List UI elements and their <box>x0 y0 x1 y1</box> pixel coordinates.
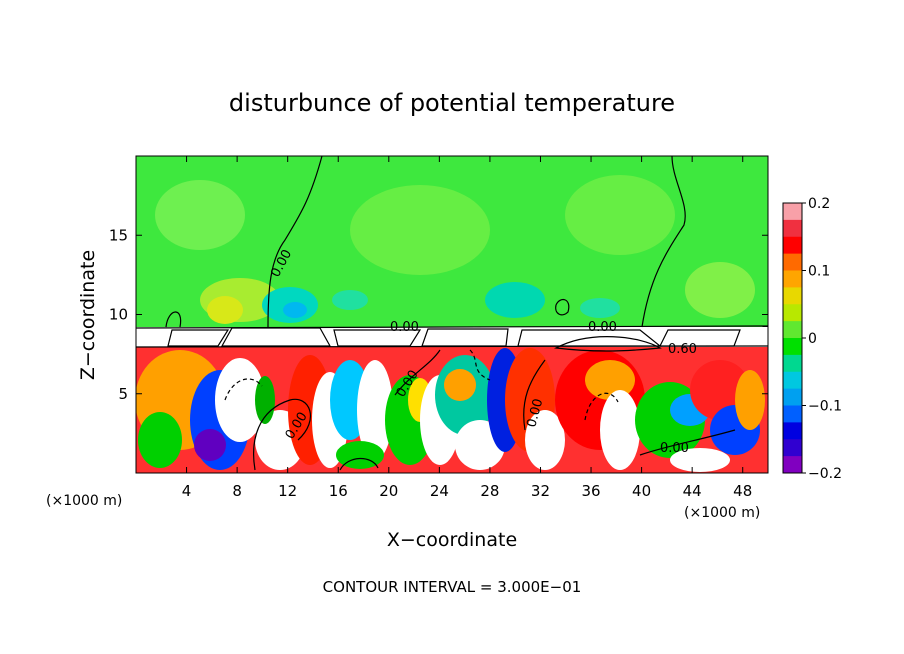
field-patch <box>685 262 755 318</box>
colorbar-tick-label: 0 <box>808 331 817 347</box>
contour-line <box>555 298 570 316</box>
colorbar-swatch <box>783 270 802 288</box>
colorbar-swatch <box>783 287 802 305</box>
x-unit-left: (×1000 m) <box>46 493 122 509</box>
colorbar-tick-label: −0.2 <box>808 466 842 482</box>
colorbar-swatch <box>783 203 802 221</box>
y-tick-label: 5 <box>118 385 128 403</box>
field-patch <box>444 369 476 401</box>
x-tick-label: 48 <box>733 482 752 500</box>
contour-line <box>339 457 379 471</box>
field-patch <box>194 429 226 461</box>
contour-line <box>659 329 741 347</box>
colorbar-ticks: 0.2 0.1 0 −0.1 −0.2 <box>802 196 842 482</box>
x-tick-label: 44 <box>683 482 702 500</box>
contour-line <box>523 359 546 431</box>
colorbar-swatch <box>783 253 802 271</box>
contour-line <box>394 349 441 396</box>
contour-line <box>584 392 619 421</box>
contour-label: 0.00 <box>660 441 689 456</box>
colorbar-swatch <box>783 388 802 406</box>
field-patch <box>670 448 730 472</box>
x-tick-label: 16 <box>329 482 348 500</box>
x-unit-right: (×1000 m) <box>684 505 760 521</box>
contour-interval: CONTOUR INTERVAL = 3.000E−01 <box>323 578 582 596</box>
x-tick-label: 32 <box>531 482 550 500</box>
field-patch <box>585 360 635 400</box>
field-patch <box>155 180 245 250</box>
colorbar-swatch <box>783 456 802 474</box>
contour-line <box>641 156 686 328</box>
y-tick-label: 15 <box>109 226 128 244</box>
contour-line <box>469 349 491 381</box>
contour-line <box>167 329 230 347</box>
y-axis-ticks: 5 10 15 <box>109 226 768 403</box>
contour-line <box>224 378 263 401</box>
field-patch <box>138 412 182 468</box>
x-tick-label: 4 <box>182 482 192 500</box>
field-patch <box>580 298 620 318</box>
colorbar-tick-label: −0.1 <box>808 399 842 415</box>
contour-label: 0.60 <box>668 342 697 357</box>
y-axis-label: Z−coordinate <box>77 250 99 380</box>
plot-area <box>136 156 768 473</box>
contour-line <box>165 311 182 328</box>
field-patch <box>485 282 545 318</box>
x-tick-label: 28 <box>480 482 499 500</box>
x-tick-label: 8 <box>232 482 242 500</box>
colorbar-swatch <box>783 371 802 390</box>
x-tick-label: 24 <box>430 482 449 500</box>
field-patch <box>357 360 393 460</box>
colorbar-swatch <box>783 422 802 440</box>
contour-label: 0.00 <box>390 320 419 335</box>
contour-line <box>253 398 311 471</box>
chart-title: disturbunce of potential temperature <box>229 89 675 117</box>
colorbar <box>783 203 802 474</box>
contour-line <box>220 327 332 347</box>
contour-line <box>639 429 736 456</box>
x-axis-ticks: 4 8 12 16 20 24 28 32 36 40 44 48 <box>182 156 752 500</box>
contour-label: 0.00 <box>524 397 546 429</box>
field-patch <box>600 390 640 470</box>
field-patch <box>283 302 307 318</box>
y-tick-label: 10 <box>109 306 128 324</box>
contour-lines <box>136 156 768 471</box>
inversion-band <box>136 327 768 347</box>
field-patch <box>350 185 490 275</box>
contour-line <box>267 156 323 328</box>
colorbar-swatch <box>783 338 802 356</box>
x-tick-label: 40 <box>632 482 651 500</box>
colorbar-tick-label: 0.1 <box>808 264 830 280</box>
field-patch <box>207 296 243 324</box>
field-patch <box>565 175 675 255</box>
colorbar-swatch <box>783 405 802 423</box>
field-patch <box>735 370 765 430</box>
contour-line <box>421 328 509 347</box>
x-axis-label: X−coordinate <box>387 529 517 551</box>
colorbar-swatch <box>783 354 802 373</box>
x-tick-label: 36 <box>581 482 600 500</box>
colorbar-swatch <box>783 439 802 457</box>
contour-label: 0.00 <box>588 320 617 335</box>
colorbar-swatch <box>783 219 802 238</box>
x-tick-label: 12 <box>278 482 297 500</box>
contour-line <box>554 336 662 352</box>
colorbar-swatch <box>783 304 802 322</box>
x-tick-label: 20 <box>379 482 398 500</box>
colorbar-tick-label: 0.2 <box>808 196 830 212</box>
colorbar-swatch <box>783 236 802 255</box>
field-patch <box>525 410 565 470</box>
colorbar-swatch <box>783 321 802 339</box>
contour-line <box>333 329 422 347</box>
field-patch <box>332 290 368 310</box>
